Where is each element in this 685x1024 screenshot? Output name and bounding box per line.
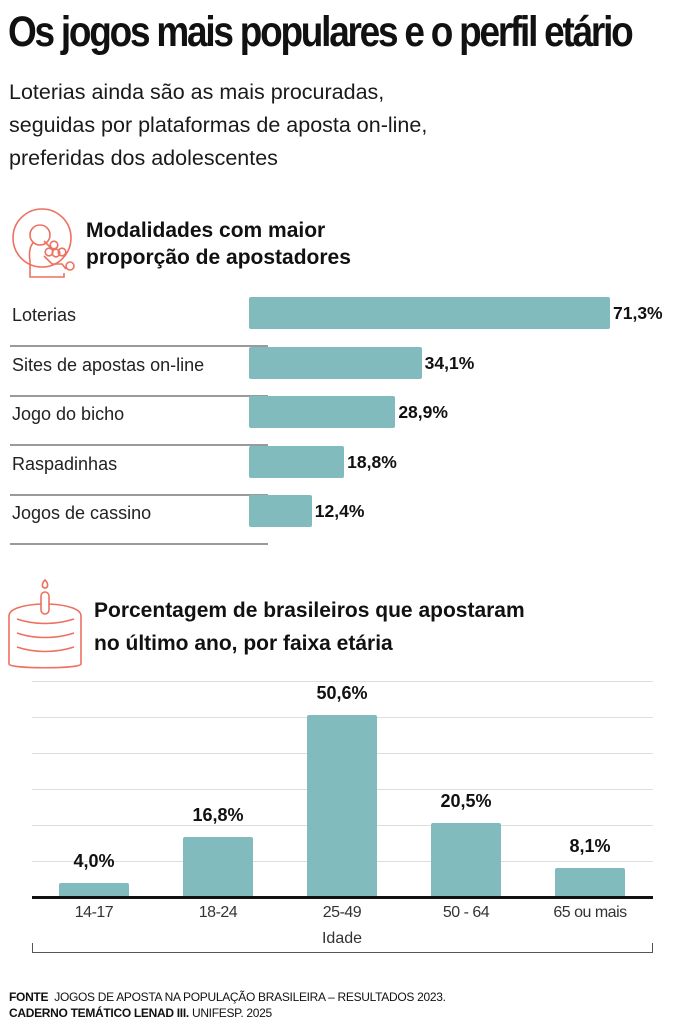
bar bbox=[249, 346, 422, 379]
subtitle-line: preferidas dos adolescentes bbox=[9, 146, 278, 170]
section-title-line: no último ano, por faixa etária bbox=[94, 632, 393, 655]
x-tick-label: 14-17 bbox=[74, 904, 114, 921]
bar bbox=[183, 836, 253, 897]
bar bbox=[59, 882, 129, 897]
bar-row: Sites de apostas on-line 34,1% bbox=[0, 346, 685, 397]
subtitle: Loterias ainda são as mais procuradas, s… bbox=[9, 76, 649, 175]
gumball-machine-icon bbox=[12, 208, 75, 278]
source-text-2: UNIFESP. 2025 bbox=[191, 1006, 272, 1020]
bar-value-label: 8,1% bbox=[569, 835, 611, 856]
bar-category-label: Sites de apostas on-line bbox=[12, 354, 205, 375]
bar-value-label: 28,9% bbox=[398, 402, 448, 422]
x-axis-bracket bbox=[32, 943, 653, 953]
section-title-modalidades: Modalidades com maior proporção de apost… bbox=[86, 217, 351, 271]
bar-row: Jogos de cassino 12,4% bbox=[0, 495, 685, 545]
source-publication: CADERNO TEMÁTICO LENAD III. bbox=[9, 1006, 189, 1020]
source-text: JOGOS DE APOSTA NA POPULAÇÃO BRASILEIRA … bbox=[54, 990, 446, 1004]
subtitle-line: seguidas por plataformas de aposta on-li… bbox=[9, 113, 428, 137]
x-tick-label: 50 - 64 bbox=[442, 904, 490, 921]
x-tick-label: 18-24 bbox=[198, 904, 238, 921]
bar bbox=[249, 396, 396, 428]
source-note: FONTE JOGOS DE APOSTA NA POPULAÇÃO BRASI… bbox=[9, 989, 446, 1021]
bar bbox=[249, 495, 312, 527]
bar-category-label: Raspadinhas bbox=[12, 453, 118, 474]
bar bbox=[249, 297, 610, 329]
bar bbox=[249, 445, 345, 478]
row-divider bbox=[10, 444, 268, 446]
bar-value-label: 18,8% bbox=[347, 451, 397, 472]
bar-value-label: 20,5% bbox=[440, 791, 492, 812]
subtitle-line: Loterias ainda são as mais procuradas, bbox=[9, 80, 385, 104]
bar-category-label: Jogos de cassino bbox=[12, 503, 152, 523]
bar-row: Jogo do bicho 28,9% bbox=[0, 396, 685, 446]
bar-category-label: Jogo do bicho bbox=[12, 404, 125, 424]
x-tick-label: 65 ou mais bbox=[553, 904, 627, 921]
row-divider bbox=[10, 543, 268, 545]
bar-category-label: Loterias bbox=[12, 305, 77, 325]
section-title-line: proporção de apostadores bbox=[86, 246, 351, 269]
bar-value-label: 12,4% bbox=[314, 501, 365, 521]
page-title: Os jogos mais populares e o perfil etári… bbox=[8, 8, 634, 56]
section-title-faixa-etaria: Porcentagem de brasileiros que apostaram… bbox=[94, 594, 525, 660]
birthday-cake-icon bbox=[8, 578, 82, 669]
section-title-line: Porcentagem de brasileiros que apostaram bbox=[94, 599, 525, 622]
row-divider bbox=[10, 394, 268, 397]
source-label: FONTE bbox=[9, 990, 49, 1004]
row-divider bbox=[10, 345, 268, 347]
bar-row: Loterias 71,3% bbox=[0, 297, 685, 347]
section-title-line: Modalidades com maior bbox=[86, 219, 326, 242]
x-axis-title: Idade bbox=[321, 930, 363, 947]
bar-value-label: 50,6% bbox=[316, 682, 368, 703]
bar-value-label: 34,1% bbox=[424, 352, 475, 373]
bar bbox=[307, 714, 377, 897]
bar bbox=[431, 823, 501, 897]
bar-row: Raspadinhas 18,8% bbox=[0, 445, 685, 496]
bar-value-label: 71,3% bbox=[613, 303, 663, 323]
row-divider bbox=[10, 493, 268, 496]
vertical-bar-chart: 4,0% 14-17 16,8% 18-24 50,6% 25-49 20,5% 50 - 6… bbox=[0, 670, 685, 960]
bar-value-label: 4,0% bbox=[73, 850, 115, 871]
x-axis-line bbox=[32, 896, 653, 899]
bar-value-label: 16,8% bbox=[192, 804, 244, 825]
gridline bbox=[32, 681, 653, 682]
bar bbox=[555, 867, 625, 897]
x-tick-label: 25-49 bbox=[322, 904, 362, 921]
